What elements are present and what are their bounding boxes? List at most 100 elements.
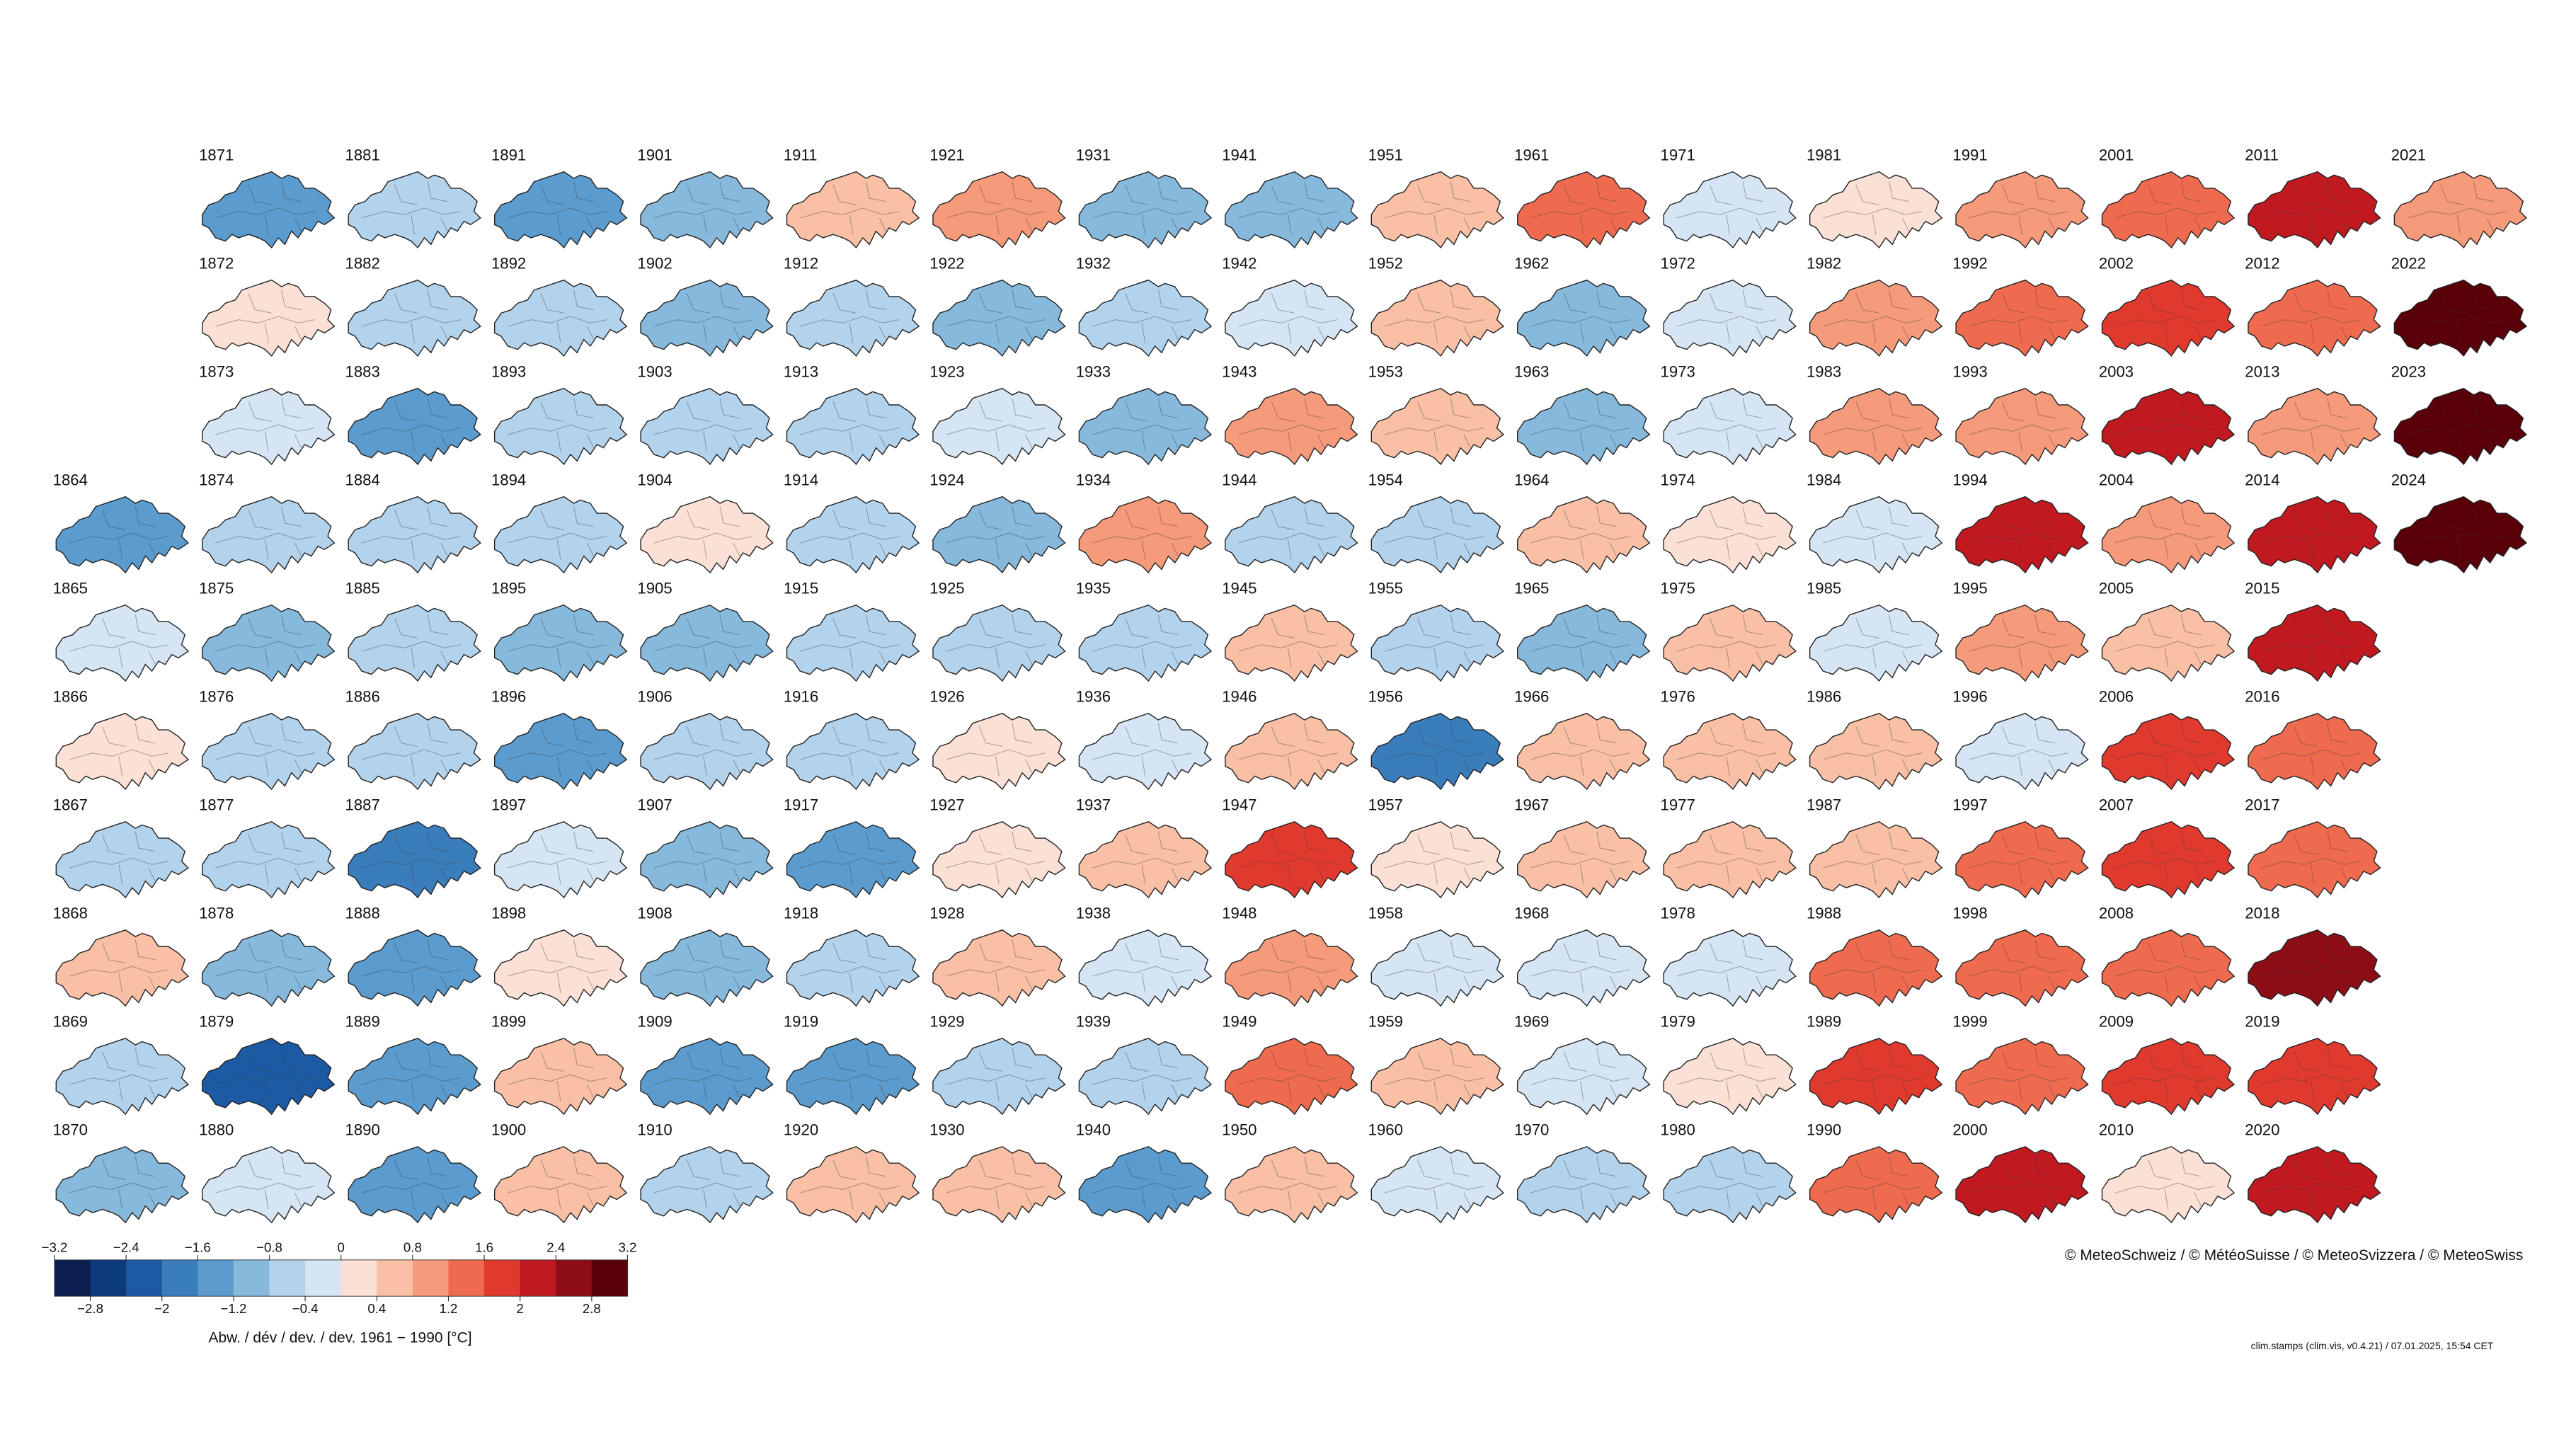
map-borders (69, 1048, 169, 1101)
switzerland-map (1663, 387, 1797, 466)
stamp (640, 496, 774, 574)
stamp (1809, 929, 1943, 1007)
switzerland-map (1517, 496, 1651, 574)
switzerland-map (786, 387, 920, 466)
switzerland-map (1517, 1038, 1651, 1116)
stamp (55, 496, 190, 574)
colorbar-bin (448, 1259, 485, 1297)
map-borders (1969, 1048, 2068, 1101)
stamp (202, 279, 336, 357)
switzerland-map (1078, 496, 1213, 574)
switzerland-map (1078, 929, 1213, 1007)
stamp (1663, 171, 1797, 249)
switzerland-map (202, 604, 336, 682)
map-borders (800, 290, 900, 343)
switzerland-map (1809, 1038, 1943, 1116)
switzerland-map (202, 279, 336, 357)
map-borders (508, 939, 607, 993)
stamp (1225, 604, 1358, 682)
year-label: 1874 (199, 471, 234, 488)
stamp (2248, 712, 2381, 791)
switzerland-map (493, 604, 628, 682)
map-borders (1384, 1048, 1484, 1101)
switzerland-map (1225, 496, 1358, 574)
switzerland-map (493, 929, 628, 1007)
switzerland-map (348, 387, 481, 466)
map-borders (69, 723, 169, 777)
stamp (1955, 821, 2089, 899)
stamp (786, 821, 920, 899)
switzerland-map (493, 387, 628, 466)
map-borders (1238, 1048, 1338, 1101)
map-borders (2261, 398, 2361, 452)
stamp (348, 821, 481, 899)
stamp (202, 1038, 336, 1116)
year-label: 1877 (199, 796, 234, 813)
year-label: 1937 (1076, 796, 1111, 813)
colorbar-tick-label: 2 (516, 1301, 523, 1316)
switzerland-map (493, 496, 628, 574)
colorbar-tick-label: −1.6 (185, 1239, 211, 1254)
year-label: 1890 (345, 1121, 380, 1139)
year-label: 1996 (1952, 687, 1987, 705)
map-borders (1823, 614, 1923, 668)
map-borders (653, 1048, 753, 1101)
stamp (640, 929, 774, 1007)
colorbar-tick-label: −0.8 (256, 1239, 282, 1254)
stamp (1225, 929, 1358, 1007)
map-borders (1676, 506, 1776, 560)
year-label: 2007 (2099, 796, 2134, 813)
year-label: 1961 (1514, 146, 1549, 164)
map-borders (2407, 398, 2507, 452)
stamp (1370, 171, 1505, 249)
switzerland-map (1517, 387, 1651, 466)
stamp (2393, 279, 2528, 357)
stamp (1370, 1146, 1505, 1224)
switzerland-map (2101, 1146, 2236, 1224)
switzerland-map (1663, 712, 1797, 791)
map-borders (215, 506, 315, 560)
stamp (1663, 929, 1797, 1007)
switzerland-map (1078, 1038, 1213, 1116)
stamp (2248, 387, 2381, 466)
map-borders (946, 506, 1046, 560)
colorbar-tick-label: 0.4 (367, 1301, 386, 1316)
year-label: 2016 (2245, 687, 2279, 705)
map-borders (69, 939, 169, 993)
stamp (493, 604, 628, 682)
switzerland-map (55, 604, 190, 682)
switzerland-map (640, 496, 774, 574)
map-borders (508, 506, 607, 560)
switzerland-map (1225, 1146, 1358, 1224)
map-borders (1823, 398, 1923, 452)
colorbar-tick-label: −1.2 (221, 1301, 247, 1316)
year-label: 2000 (1952, 1121, 1987, 1139)
switzerland-map (640, 1146, 774, 1224)
colorbar-bin (54, 1259, 91, 1297)
switzerland-map (1663, 279, 1797, 357)
stamp (1370, 1038, 1505, 1116)
year-label: 1864 (53, 471, 88, 488)
colorbar-tick-label: 1.2 (440, 1301, 458, 1316)
switzerland-map (1370, 279, 1505, 357)
year-label: 1933 (1076, 362, 1111, 380)
map-borders (1530, 181, 1630, 235)
switzerland-map (348, 821, 481, 899)
year-label: 1887 (345, 796, 380, 813)
map-borders (1676, 1156, 1776, 1210)
stamp (1955, 1038, 2089, 1116)
switzerland-map (1370, 604, 1505, 682)
switzerland-map (1955, 496, 2089, 574)
stamp (1517, 1038, 1651, 1116)
map-borders (508, 831, 607, 885)
year-label: 1922 (929, 254, 964, 272)
year-label: 1865 (53, 579, 88, 597)
switzerland-map (348, 1038, 481, 1116)
stamp (1809, 1038, 1943, 1116)
stamp (786, 279, 920, 357)
switzerland-map (2393, 279, 2528, 357)
switzerland-map (2248, 171, 2381, 249)
map-borders (1092, 831, 1192, 885)
year-label: 1997 (1952, 796, 1987, 813)
switzerland-map (1370, 712, 1505, 791)
